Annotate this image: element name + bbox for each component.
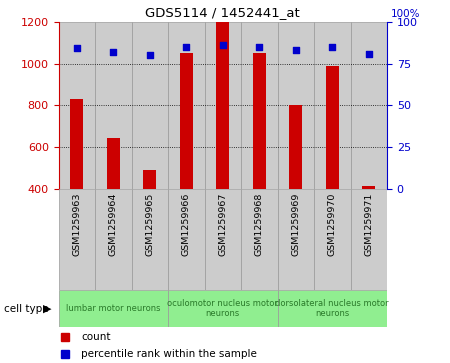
Point [110,49,117,55]
Text: GSM1259963: GSM1259963 [72,193,81,256]
Bar [326,66,339,189]
Text: ▶: ▶ [43,303,51,314]
Point [256,44,263,50]
Point [73,46,81,52]
Text: count: count [81,332,111,342]
Bar [362,185,375,189]
Bar [216,22,229,189]
Bar [289,105,302,189]
Point [365,50,372,56]
Bar [144,170,156,189]
Text: GSM1259965: GSM1259965 [145,193,154,256]
Bar [95,189,131,290]
Bar [131,189,168,290]
Bar [58,189,95,290]
Bar [204,22,241,189]
Title: GDS5114 / 1452441_at: GDS5114 / 1452441_at [145,6,300,19]
Bar [180,53,193,189]
Point [328,44,336,50]
Point [292,47,299,53]
Point [183,44,190,50]
Bar [95,22,131,189]
Bar [241,189,278,290]
Bar [351,22,387,189]
Text: oculomotor nucleus motor
neurons: oculomotor nucleus motor neurons [167,299,278,318]
Bar [351,189,387,290]
Bar [168,22,204,189]
Bar [278,290,387,327]
Text: GSM1259970: GSM1259970 [328,193,337,256]
Text: GSM1259967: GSM1259967 [218,193,227,256]
Point [146,52,153,58]
Text: GSM1259969: GSM1259969 [291,193,300,256]
Text: lumbar motor neurons: lumbar motor neurons [66,304,161,313]
Bar [278,189,314,290]
Text: 100%: 100% [391,9,421,19]
Text: GSM1259966: GSM1259966 [182,193,191,256]
Text: GSM1259964: GSM1259964 [109,193,118,256]
Text: GSM1259971: GSM1259971 [364,193,373,256]
Text: percentile rank within the sample: percentile rank within the sample [81,349,257,359]
Bar [107,138,120,189]
Bar [70,99,83,189]
Bar [278,22,314,189]
Text: GSM1259968: GSM1259968 [255,193,264,256]
Bar [168,290,278,327]
Bar [253,53,266,189]
Bar [314,189,351,290]
Bar [204,189,241,290]
Bar [241,22,278,189]
Bar [314,22,351,189]
Bar [131,22,168,189]
Bar [58,290,168,327]
Bar [58,22,95,189]
Point [219,42,226,48]
Bar [168,189,204,290]
Text: dorsolateral nucleus motor
neurons: dorsolateral nucleus motor neurons [275,299,389,318]
Text: cell type: cell type [4,303,49,314]
